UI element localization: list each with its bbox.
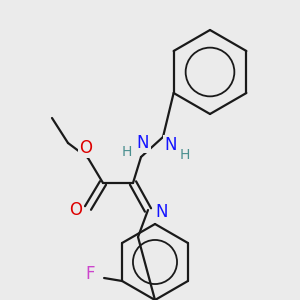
Text: H: H: [180, 148, 190, 162]
Text: N: N: [137, 134, 149, 152]
Text: H: H: [122, 145, 132, 159]
Text: N: N: [165, 136, 177, 154]
Text: O: O: [80, 139, 92, 157]
Text: F: F: [85, 265, 95, 283]
Text: N: N: [156, 203, 168, 221]
Text: O: O: [70, 201, 83, 219]
